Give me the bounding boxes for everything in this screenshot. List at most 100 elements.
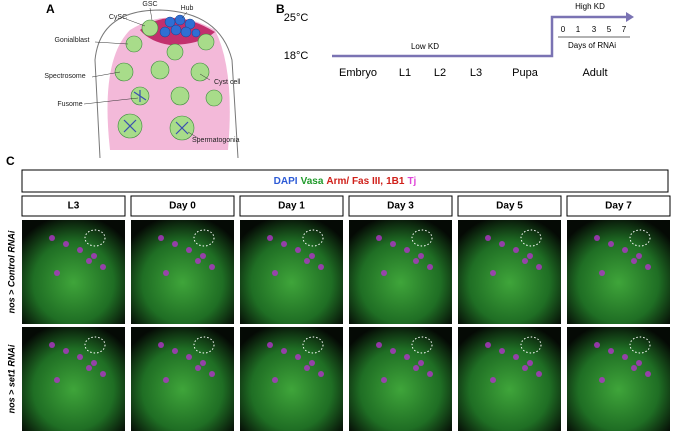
panel-b-timeline: B 25°C 18°C Low KD High KD Days of RNAi … (276, 2, 634, 79)
stage-label: Embryo (339, 67, 377, 79)
hub-outline (84, 336, 106, 354)
cell-nucleus (599, 270, 605, 276)
stain-name: Tj (407, 176, 416, 187)
stage-label: Pupa (512, 67, 539, 79)
cell-nucleus (427, 371, 433, 377)
cell-nucleus (390, 241, 396, 247)
temperature: 18°C (284, 50, 309, 62)
cell-nucleus (608, 241, 614, 247)
column-header-box (239, 195, 344, 217)
cell-nucleus (158, 342, 164, 348)
micrograph (131, 327, 234, 431)
cell-nucleus (304, 365, 310, 371)
cell-nucleus (536, 371, 542, 377)
phase-label: Low KD (411, 42, 439, 51)
column-header: Day 7 (605, 201, 632, 212)
hub-outline (520, 229, 542, 247)
cell-nucleus (100, 264, 106, 270)
day-label: 5 (607, 25, 612, 34)
cell-nucleus (631, 258, 637, 264)
day-label: 0 (561, 25, 566, 34)
row-label: nos > Control RNAi (6, 230, 16, 313)
cell-nucleus (209, 371, 215, 377)
cell-nucleus (536, 264, 542, 270)
cell-nucleus (100, 371, 106, 377)
cell-nucleus (318, 264, 324, 270)
hub-outline (302, 336, 324, 354)
cell-nucleus (645, 371, 651, 377)
cell-nucleus (485, 235, 491, 241)
cell-nucleus (54, 377, 60, 383)
diagram-label: Spermatogonia (192, 137, 240, 144)
stain-name: 1B1 (386, 176, 405, 187)
cell-nucleus (381, 377, 387, 383)
cell-nucleus (272, 270, 278, 276)
cell-nucleus (485, 342, 491, 348)
stain-legend: DAPI Vasa Arm/ Fas III, 1B1 Tj (274, 176, 417, 187)
micrograph (458, 220, 561, 324)
cell-nucleus (381, 270, 387, 276)
column-header-box (457, 195, 562, 217)
stain-name: Arm/ Fas III, (326, 176, 383, 187)
cell-nucleus (513, 247, 519, 253)
cell-nucleus (163, 270, 169, 276)
cell-nucleus (200, 253, 206, 259)
cell-nucleus (304, 258, 310, 264)
micrograph (131, 220, 234, 324)
hub-outline (302, 229, 324, 247)
column-header: Day 3 (387, 201, 414, 212)
panel-label: A (46, 2, 55, 16)
panel-label: B (276, 2, 285, 16)
column-header-box (566, 195, 671, 217)
cell-nucleus (622, 247, 628, 253)
cell-nucleus (281, 241, 287, 247)
cell-nucleus (186, 247, 192, 253)
cell-nucleus (186, 354, 192, 360)
cell-nucleus (376, 235, 382, 241)
hub-outline (411, 336, 433, 354)
diagram-label: Hub (181, 5, 194, 12)
cell-nucleus (594, 235, 600, 241)
cell-nucleus (499, 241, 505, 247)
cell-nucleus (608, 348, 614, 354)
stage-label: Adult (582, 67, 607, 79)
cell-nucleus (54, 270, 60, 276)
panel-label: C (6, 154, 15, 168)
row-label: nos > set1 RNAi (6, 344, 16, 413)
diagram-label: GSC (142, 1, 157, 8)
cell-nucleus (527, 253, 533, 259)
cell-nucleus (404, 247, 410, 253)
day-label: 1 (576, 25, 581, 34)
cell-nucleus (267, 235, 273, 241)
cell-nucleus (390, 348, 396, 354)
cell-nucleus (63, 348, 69, 354)
column-header-box (130, 195, 235, 217)
cell-nucleus (272, 377, 278, 383)
hub-outline (629, 336, 651, 354)
cell-nucleus (295, 354, 301, 360)
cell-nucleus (490, 270, 496, 276)
cell-nucleus (376, 342, 382, 348)
cell-nucleus (413, 258, 419, 264)
stain-name: DAPI (274, 176, 298, 187)
temperature: 25°C (284, 12, 309, 24)
stage-label: L1 (399, 67, 411, 79)
cell-nucleus (295, 247, 301, 253)
cell-nucleus (413, 365, 419, 371)
micrograph (458, 327, 561, 431)
column-header: L3 (68, 201, 80, 212)
cell-nucleus (645, 264, 651, 270)
hub-outline (629, 229, 651, 247)
cell-nucleus (490, 377, 496, 383)
diagram-label: Cyst cell (214, 79, 241, 86)
cell-nucleus (309, 360, 315, 366)
cell-nucleus (158, 235, 164, 241)
cell-nucleus (77, 354, 83, 360)
cell-nucleus (499, 348, 505, 354)
micrograph (22, 220, 125, 324)
cell-nucleus (427, 264, 433, 270)
column-header-box (21, 195, 126, 217)
cell-nucleus (209, 264, 215, 270)
cell-nucleus (599, 377, 605, 383)
